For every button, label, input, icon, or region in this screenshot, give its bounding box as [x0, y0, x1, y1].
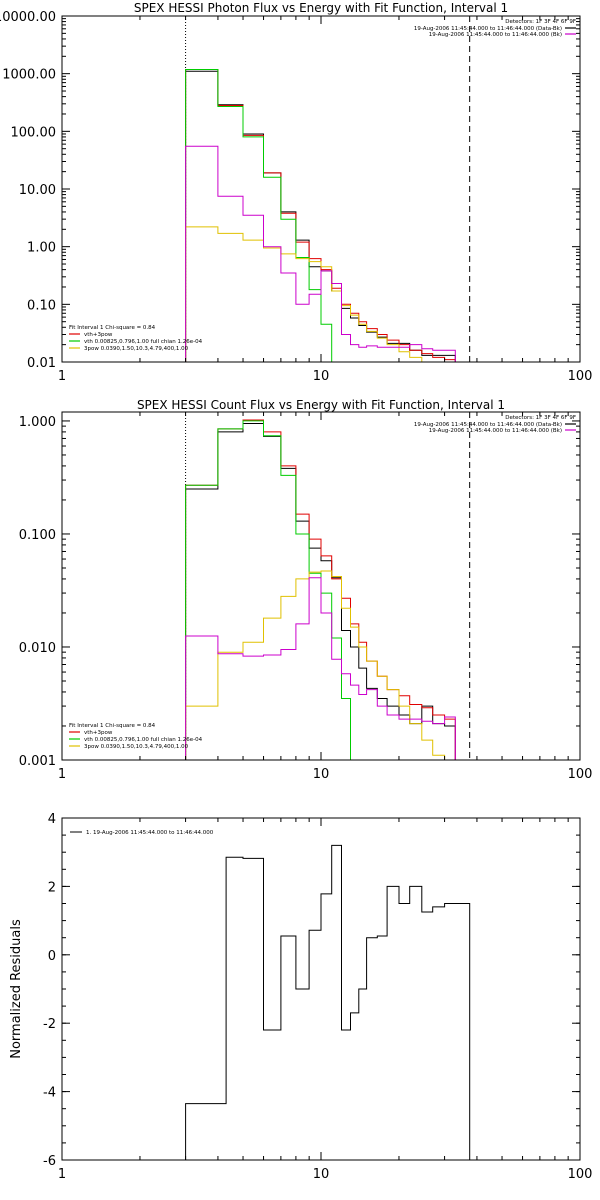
- x-tick-label: 10: [313, 369, 330, 384]
- series-line-residuals: [185, 844, 471, 1160]
- x-tick-label: 100: [568, 369, 593, 384]
- legend-fit-entry: vth+3pow: [84, 332, 113, 338]
- y-axis-label: Normalized Residuals: [9, 919, 24, 1059]
- legend-fit-header: Fit Interval 1 Chi-square = 0.84: [69, 325, 156, 331]
- y-tick-label: 100.00: [11, 125, 57, 140]
- series-line-vth-3pow: [185, 419, 456, 760]
- series-line-vth: [185, 69, 456, 363]
- legend-top-entry: 19-Aug-2006 11:45:44.000 to 11:46:44.000…: [429, 428, 562, 434]
- legend-top-entry: 19-Aug-2006 11:45:44.000 to 11:46:44.000…: [414, 422, 562, 428]
- x-tick-label: 100: [568, 1167, 593, 1182]
- y-tick-label: 0.10: [27, 298, 56, 313]
- x-tick-label: 1: [58, 767, 66, 782]
- y-tick-label: 10.00: [19, 183, 56, 198]
- y-tick-label: 4: [48, 812, 56, 827]
- y-tick-label: 0.010: [19, 641, 56, 656]
- series-line-3pow: [185, 570, 456, 761]
- legend-top-entry: 19-Aug-2006 11:45:44.000 to 11:46:44.000…: [429, 32, 562, 38]
- y-tick-label: 0.100: [19, 528, 56, 543]
- y-tick-label: -4: [43, 1086, 56, 1101]
- y-tick-label: -2: [43, 1017, 56, 1032]
- chart-title: SPEX HESSI Photon Flux vs Energy with Fi…: [134, 1, 508, 15]
- x-tick-label: 1: [58, 1167, 66, 1182]
- chart-title: SPEX HESSI Count Flux vs Energy with Fit…: [137, 398, 505, 412]
- legend-detectors: Detectors: 1F 3F 4F 6F 9F: [505, 415, 576, 421]
- legend-detectors: Detectors: 1F 3F 4F 6F 9F: [505, 19, 576, 25]
- legend-fit-entry: vth+3pow: [84, 730, 113, 736]
- chart-count: SPEX HESSI Count Flux vs Energy with Fit…: [19, 398, 593, 782]
- plot-frame: [61, 817, 581, 1161]
- y-tick-label: 1000.00: [2, 68, 56, 83]
- series-line-bk: [185, 577, 456, 760]
- legend-fit-entry: vth 0.00825,0.796,1.00 full chian 1.26e-…: [84, 737, 203, 743]
- x-tick-label: 10: [313, 767, 330, 782]
- chart-photon: SPEX HESSI Photon Flux vs Energy with Fi…: [0, 1, 592, 384]
- series-line-data-bk: [185, 70, 456, 362]
- y-tick-label: 2: [48, 880, 56, 895]
- y-tick-label: 0: [48, 949, 56, 964]
- x-tick-label: 100: [568, 767, 593, 782]
- legend-fit-entry: 3pow 0.0390,1.50,10.3,4.79,400,1.00: [84, 744, 189, 750]
- y-tick-label: 1.000: [19, 415, 56, 430]
- y-tick-label: -6: [43, 1154, 56, 1169]
- x-tick-label: 1: [58, 369, 66, 384]
- legend-fit-entry: 3pow 0.0390,1.50,10.3,4.79,400,1.00: [84, 346, 189, 352]
- y-tick-label: 0.001: [19, 754, 56, 769]
- legend-fit-header: Fit Interval 1 Chi-square = 0.84: [69, 723, 156, 729]
- legend-interval-entry: 1. 19-Aug-2006 11:45:44.000 to 11:46:44.…: [86, 830, 214, 836]
- legend-top-entry: 19-Aug-2006 11:45:44.000 to 11:46:44.000…: [414, 26, 562, 32]
- y-tick-label: 1.00: [27, 241, 56, 256]
- y-tick-label: 10000.00: [0, 10, 56, 25]
- series-line-vth: [185, 420, 456, 761]
- chart-resid: 1 10 100 -6 -4 -2 0 2 4 Normalized Residuals 1. 19…: [9, 812, 592, 1182]
- series-line-vth-3pow: [185, 69, 456, 362]
- y-tick-label: 0.01: [27, 356, 56, 371]
- series-line-bk: [185, 145, 456, 362]
- legend-fit-entry: vth 0.00825,0.796,1.00 full chian 1.26e-…: [84, 339, 203, 345]
- x-tick-label: 10: [313, 1167, 330, 1182]
- series-line-data-bk: [185, 423, 456, 760]
